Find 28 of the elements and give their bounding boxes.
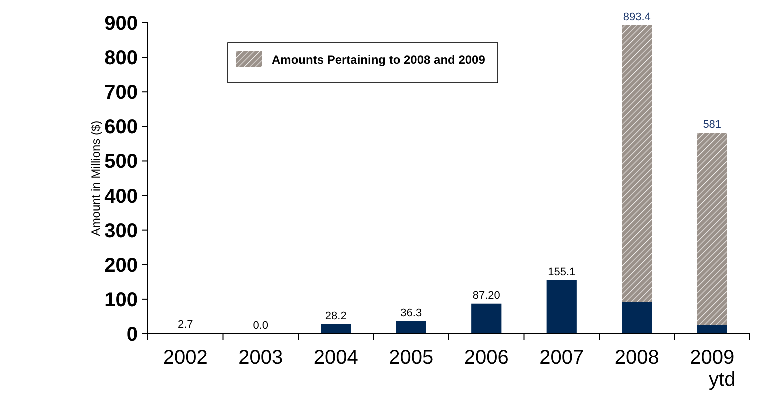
legend-label: Amounts Pertaining to 2008 and 2009 — [272, 53, 486, 67]
x-tick-label: 2007 — [540, 347, 584, 369]
y-tick-label: 400 — [104, 186, 138, 208]
y-tick-label: 100 — [104, 289, 138, 312]
total-label: 581 — [703, 119, 722, 132]
y-tick-label: 0 — [126, 324, 138, 346]
total-label: 36.3 — [400, 307, 422, 320]
total-label: 87.20 — [472, 290, 500, 302]
y-tick-label: 800 — [104, 48, 138, 70]
total-label: 2.7 — [178, 319, 194, 332]
total-label: 893.4 — [623, 11, 651, 24]
y-tick-label: 300 — [104, 220, 138, 242]
x-tick-label: 2002 — [163, 347, 208, 369]
x-tick-label: 2003 — [238, 347, 284, 369]
x-tick-label: 2004 — [314, 347, 358, 369]
x-tick-label: 2005 — [389, 347, 434, 369]
y-tick-label: 500 — [104, 151, 138, 174]
y-tick-label: 200 — [104, 254, 138, 277]
x-tick-label: 2008 — [614, 347, 660, 369]
y-tick-label: 900 — [104, 13, 138, 35]
y-tick-label: 700 — [104, 82, 138, 104]
x-tick-label: 2009 ytd — [690, 347, 736, 391]
x-tick-label: 2006 — [464, 347, 509, 369]
y-tick-label: 600 — [104, 116, 138, 139]
y-axis-title: Amount in Millions ($) — [89, 120, 103, 236]
total-label: 155.1 — [548, 266, 576, 278]
total-label: 28.2 — [325, 310, 347, 322]
total-label: 0.0 — [253, 320, 269, 332]
